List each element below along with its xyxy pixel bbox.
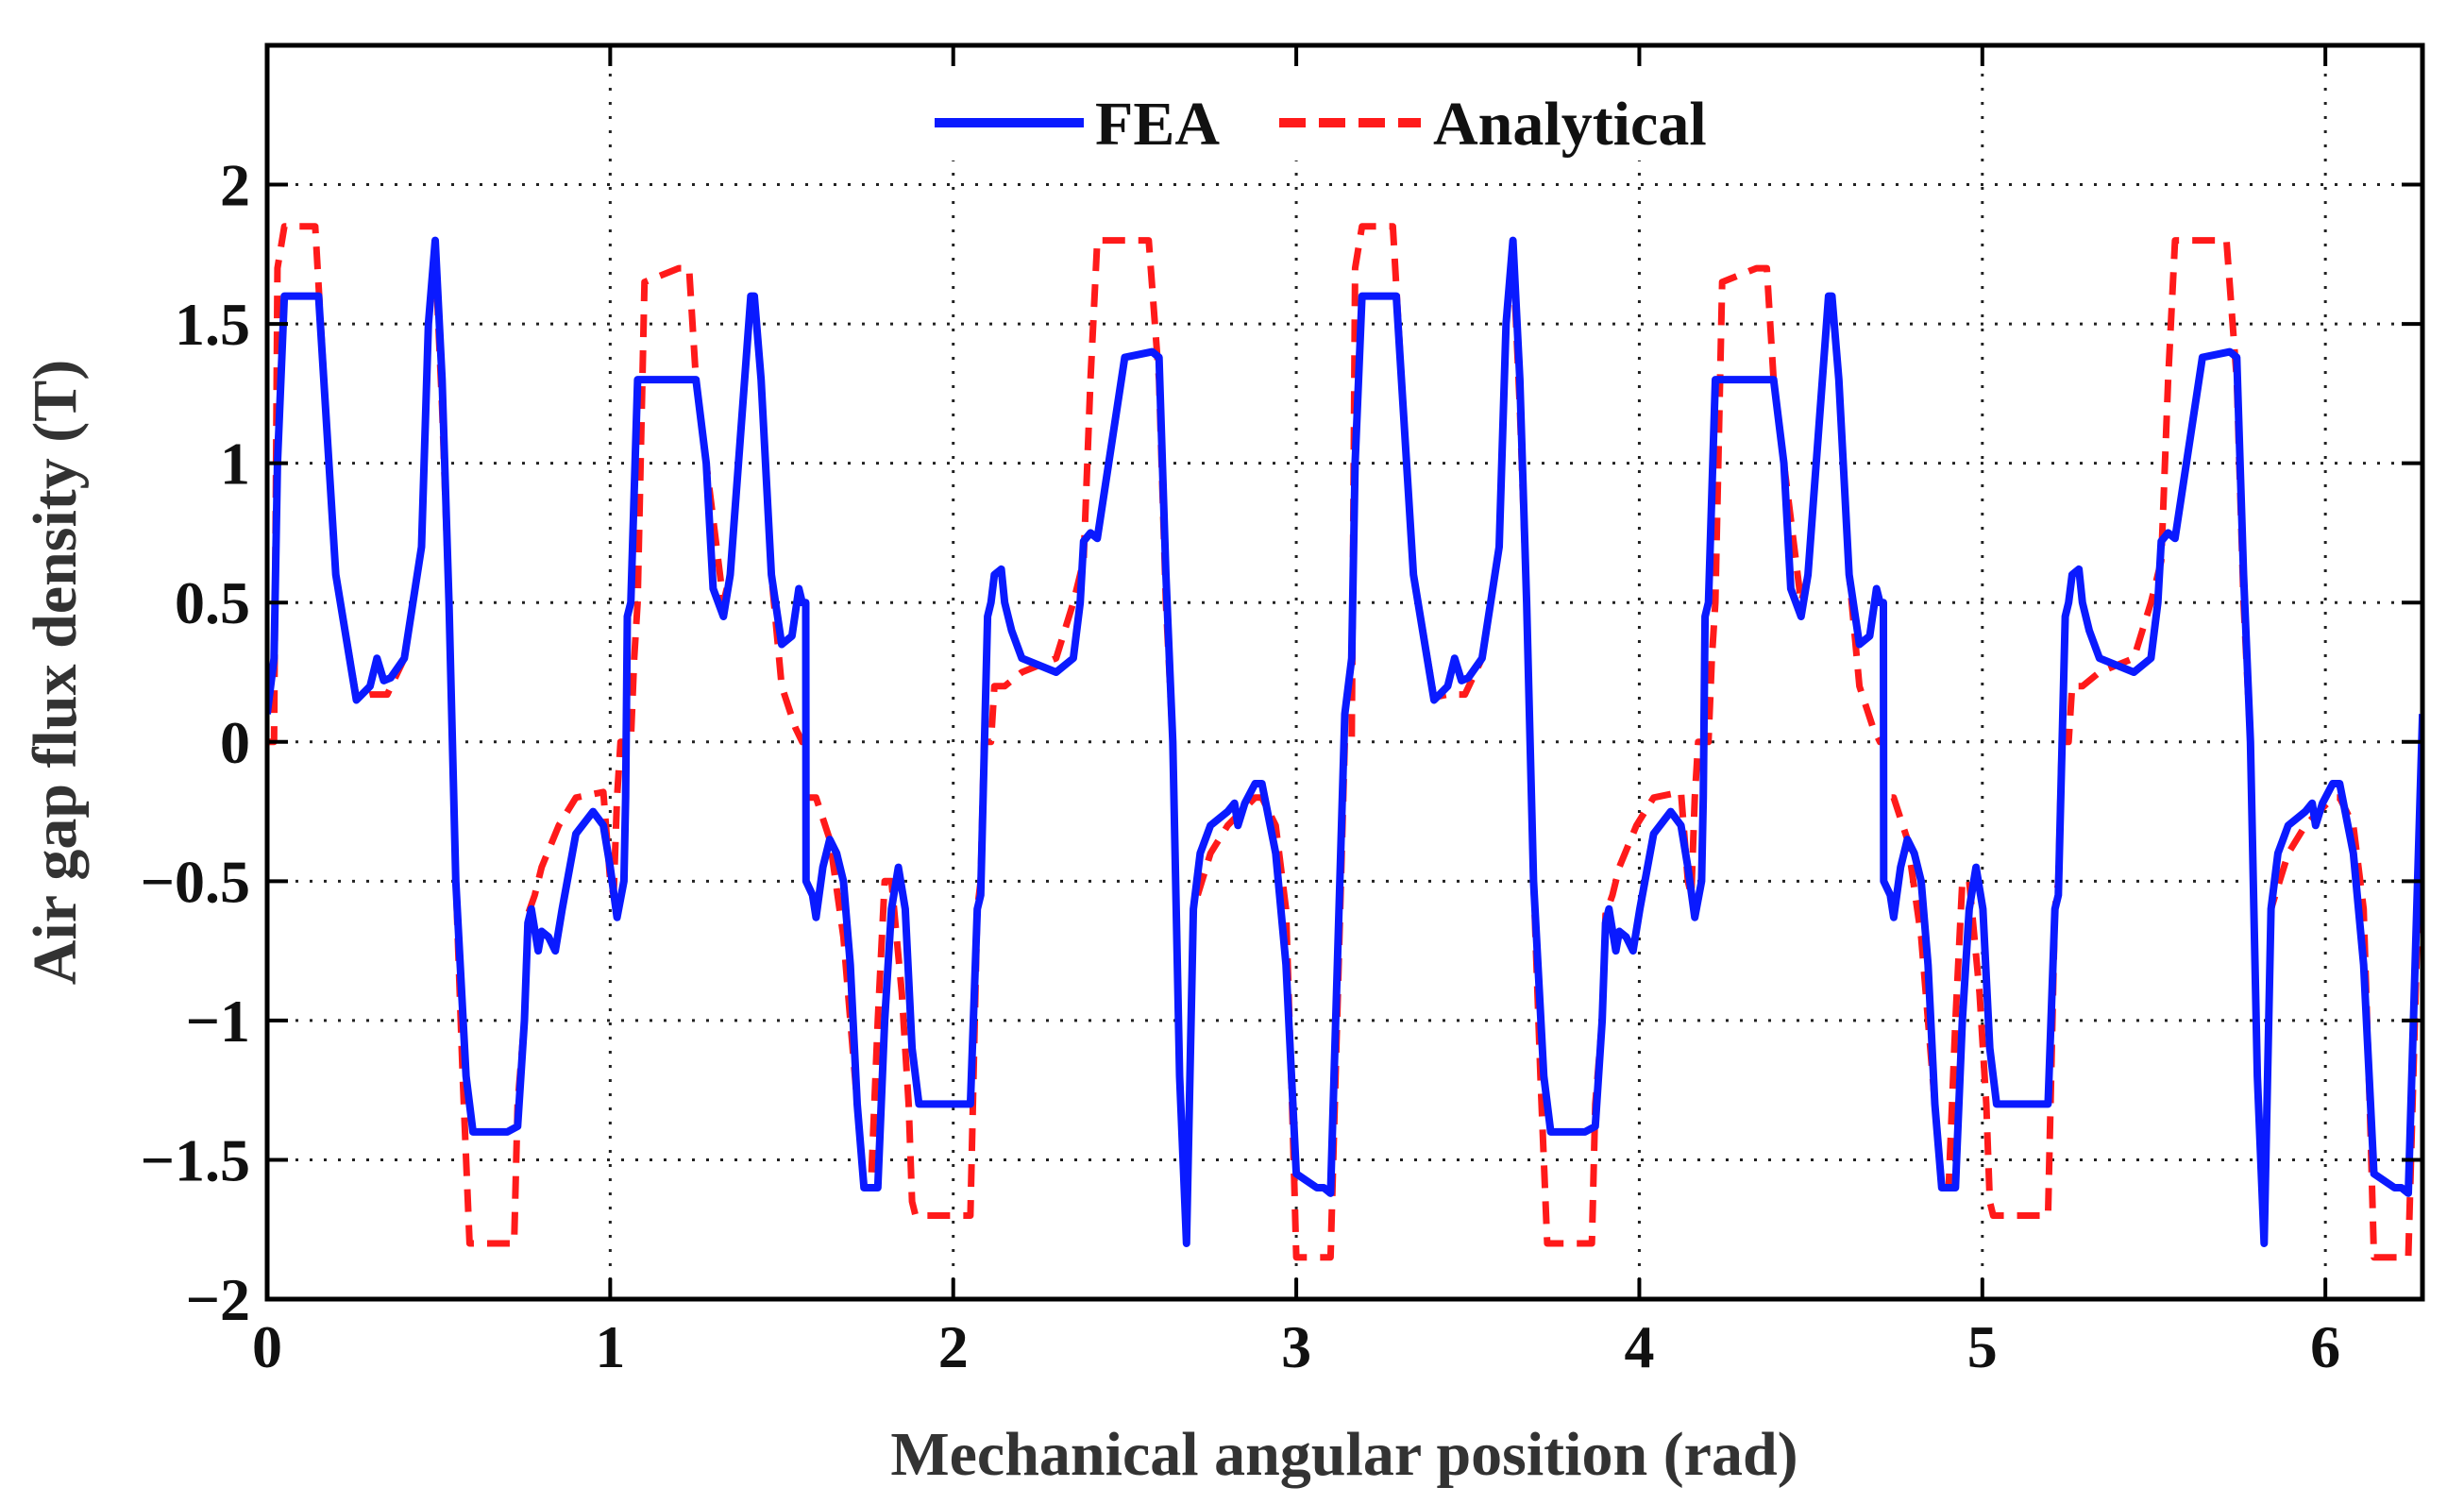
x-tick-label: 4	[1624, 1313, 1654, 1380]
y-tick-label: 1.5	[175, 291, 250, 358]
y-tick-label: −0.5	[141, 848, 250, 915]
x-tick-label: 6	[2310, 1313, 2340, 1380]
x-axis-label: Mechanical angular position (rad)	[890, 1420, 1797, 1489]
legend-label-analytical: Analytical	[1433, 90, 1707, 159]
y-tick-label: −2	[186, 1266, 250, 1333]
series-line-fea	[267, 236, 2422, 1247]
x-tick-label: 1	[595, 1313, 625, 1380]
x-tick-label: 2	[938, 1313, 969, 1380]
y-tick-label: 0	[220, 709, 250, 776]
ticks	[265, 45, 2422, 1301]
x-tick-label: 3	[1281, 1313, 1311, 1380]
x-tick-label: 0	[252, 1313, 282, 1380]
legend-label-fea: FEA	[1095, 90, 1220, 159]
x-tick-label: 5	[1967, 1313, 1998, 1380]
plot-frame	[264, 42, 2425, 1302]
y-tick-labels: −2 −1.5 −1 −0.5 0 0.5 1 1.5 2	[141, 152, 250, 1333]
y-tick-label: −1.5	[141, 1126, 250, 1193]
y-axis-label: Air gap flux density (T)	[21, 360, 90, 986]
y-tick-label: −1	[186, 988, 250, 1055]
y-tick-label: 0.5	[175, 569, 250, 636]
y-tick-label: 2	[220, 152, 250, 219]
y-tick-label: 1	[220, 431, 250, 498]
x-tick-labels: 0 1 2 3 4 5 6	[252, 1313, 2340, 1380]
legend: FEA Analytical	[906, 66, 1775, 161]
series-layer	[267, 223, 2422, 1261]
